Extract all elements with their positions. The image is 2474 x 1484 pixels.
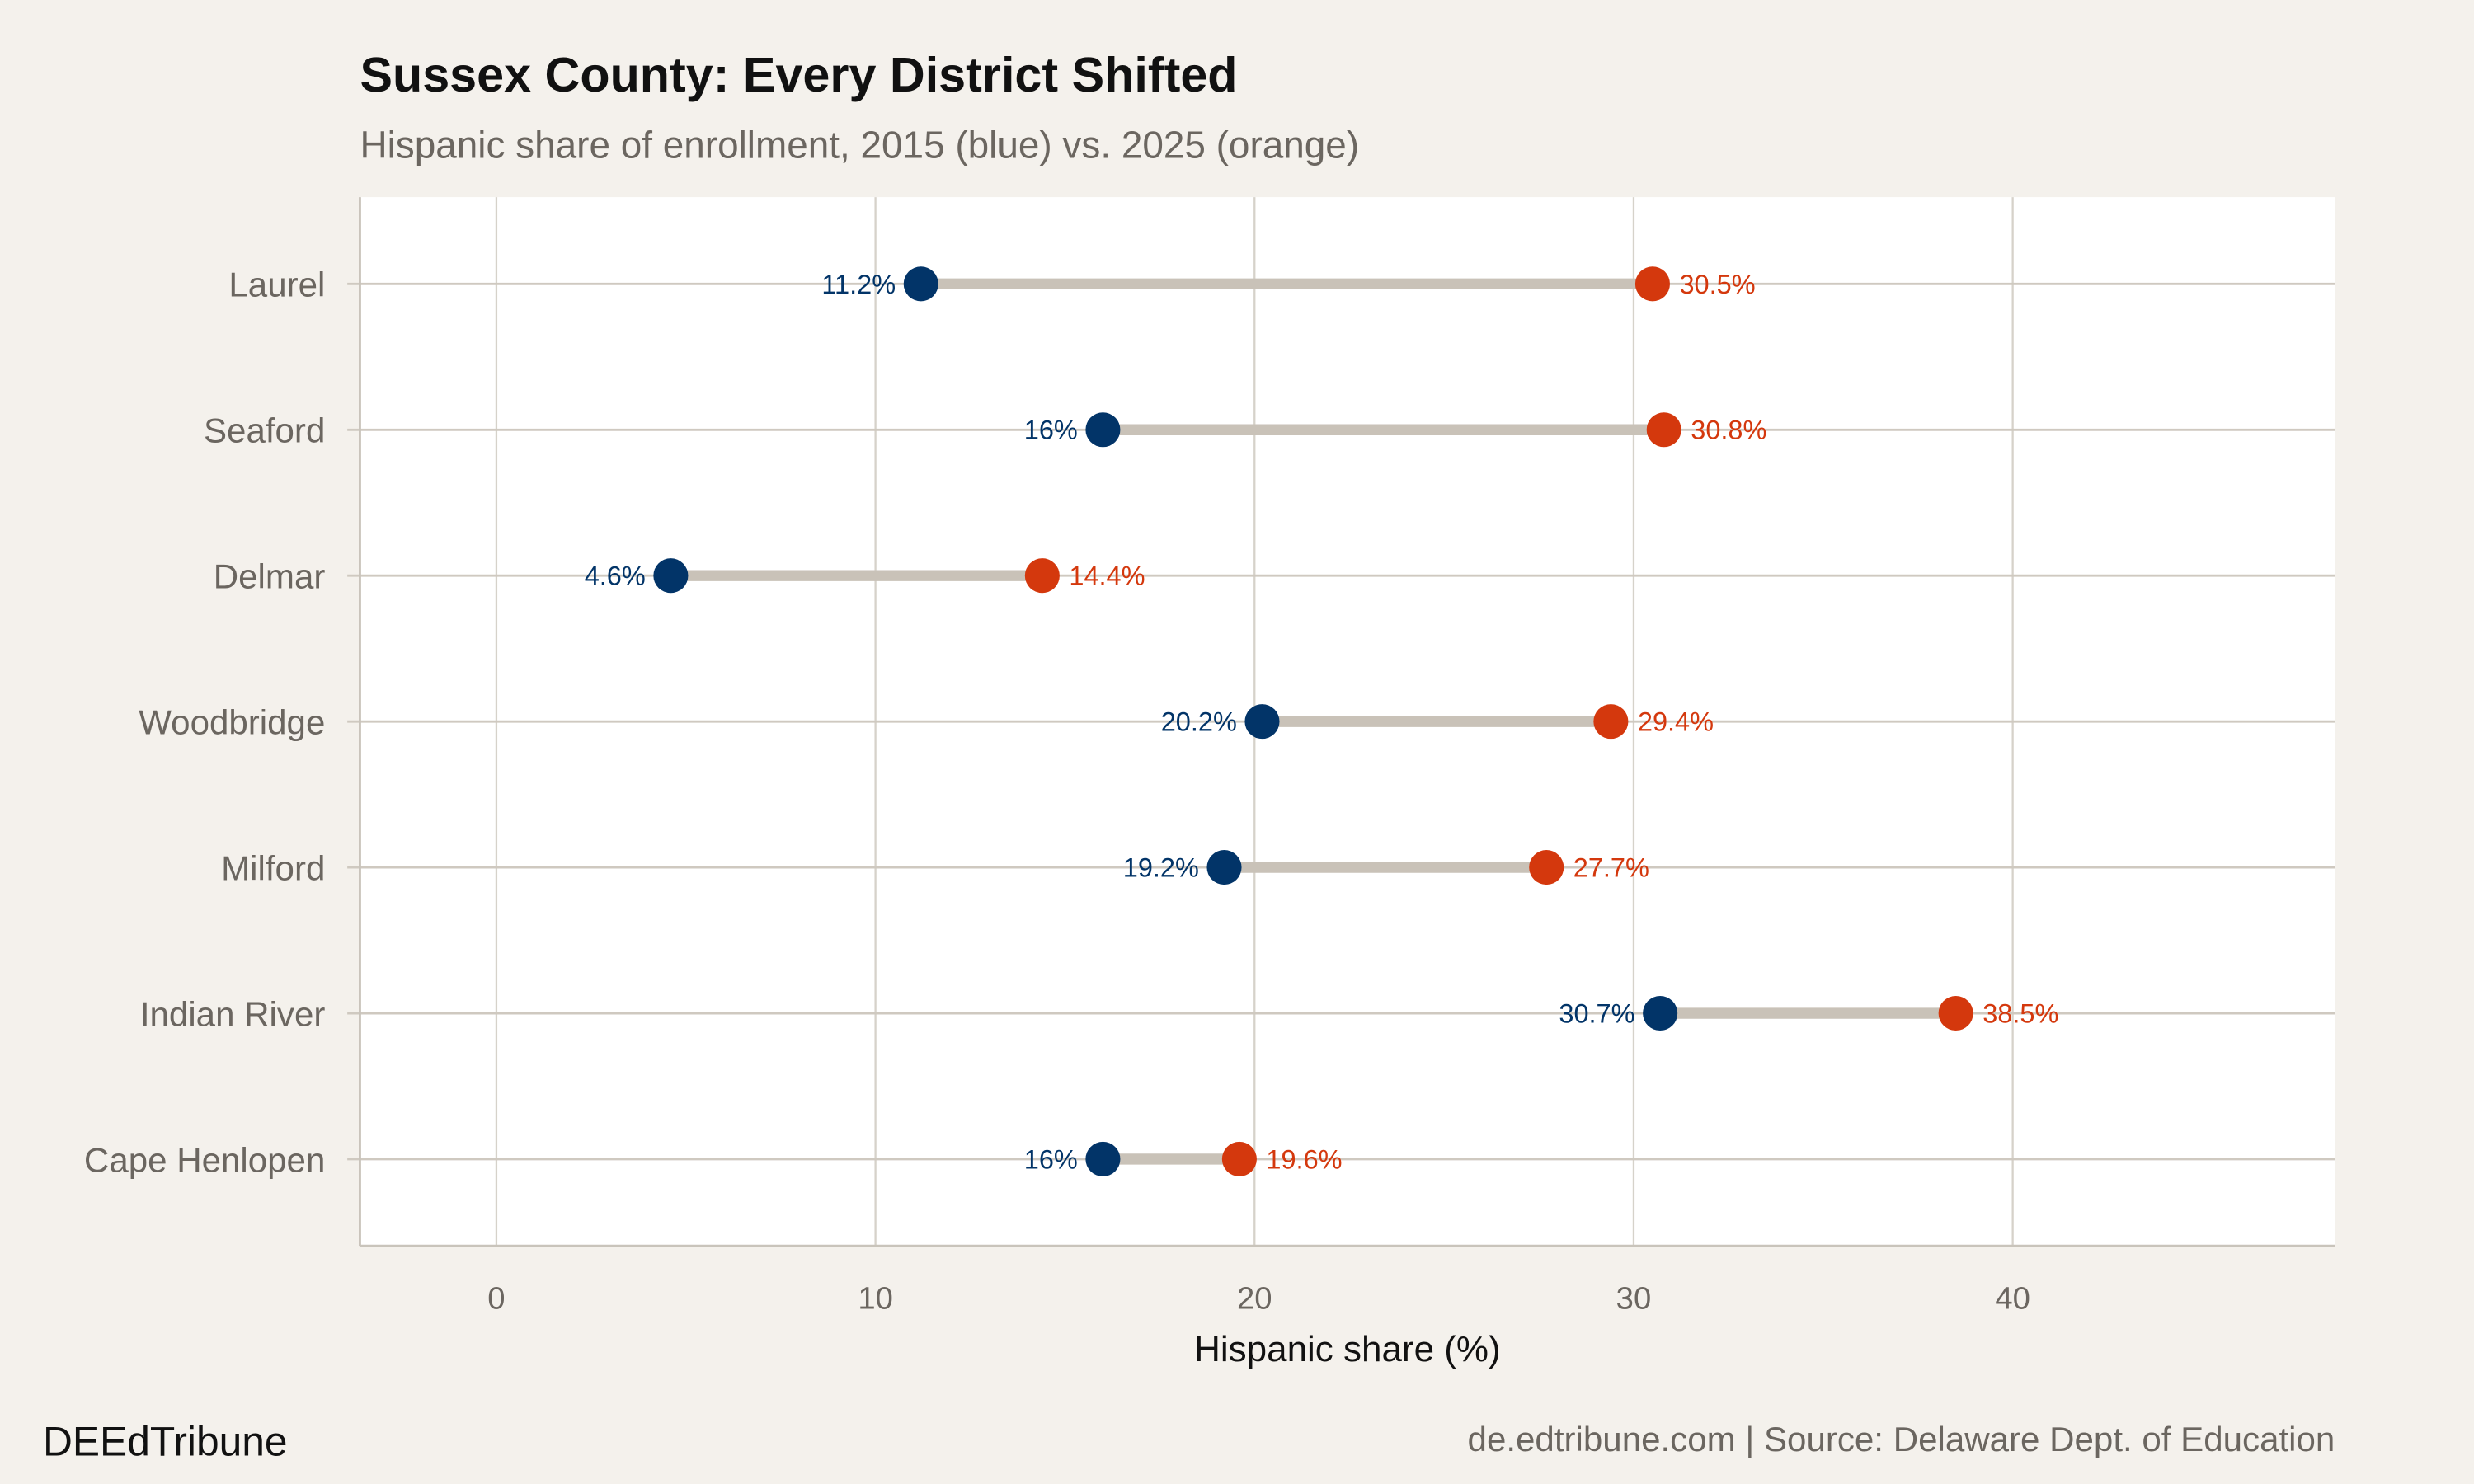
- x-tick-label: 10: [858, 1281, 893, 1317]
- label-2025: 30.5%: [1679, 270, 1755, 299]
- point-2015: [1085, 1141, 1121, 1176]
- point-2015: [1643, 995, 1678, 1031]
- label-2025: 38.5%: [1982, 998, 2058, 1028]
- y-tick-label: Laurel: [228, 265, 325, 304]
- point-2015: [1085, 412, 1121, 448]
- point-2025: [1634, 266, 1670, 302]
- label-2025: 14.4%: [1069, 561, 1145, 591]
- label-2025: 27.7%: [1573, 853, 1649, 883]
- y-tick-label: Delmar: [214, 556, 326, 595]
- point-2015: [1206, 850, 1242, 885]
- label-2015: 20.2%: [1161, 707, 1237, 737]
- label-2015: 19.2%: [1123, 853, 1199, 883]
- label-2025: 29.4%: [1638, 707, 1714, 737]
- y-tick-label: Milford: [221, 848, 325, 887]
- label-2015: 30.7%: [1559, 998, 1634, 1028]
- x-tick-label: 30: [1616, 1281, 1652, 1317]
- label-2025: 30.8%: [1691, 416, 1766, 445]
- point-2015: [1244, 704, 1280, 740]
- footer-brand: DEEdTribune: [43, 1419, 288, 1465]
- x-tick-label: 40: [1995, 1281, 2030, 1317]
- y-tick-label: Indian River: [140, 994, 326, 1033]
- y-tick-label: Cape Henlopen: [84, 1140, 325, 1179]
- point-2025: [1593, 704, 1629, 740]
- point-2025: [1938, 995, 1973, 1031]
- label-2015: 16%: [1024, 1144, 1078, 1174]
- x-tick-label: 0: [487, 1281, 505, 1317]
- point-2015: [653, 558, 689, 594]
- y-tick-label: Woodbridge: [139, 702, 325, 741]
- point-2025: [1529, 850, 1564, 885]
- footer-source: de.edtribune.com | Source: Delaware Dept…: [1468, 1420, 2335, 1458]
- chart-title: Sussex County: Every District Shifted: [360, 47, 1237, 102]
- x-tick-label: 20: [1237, 1281, 1272, 1317]
- label-2015: 4.6%: [585, 561, 646, 591]
- point-2025: [1221, 1141, 1257, 1176]
- label-2025: 19.6%: [1266, 1144, 1342, 1174]
- label-2015: 11.2%: [821, 270, 896, 299]
- chart-subtitle: Hispanic share of enrollment, 2015 (blue…: [360, 123, 1359, 166]
- label-2015: 16%: [1024, 416, 1078, 445]
- point-2015: [903, 266, 938, 302]
- x-axis-title: Hispanic share (%): [1194, 1329, 1501, 1369]
- y-tick-label: Seaford: [204, 411, 325, 450]
- point-2025: [1024, 558, 1060, 594]
- point-2025: [1646, 412, 1681, 448]
